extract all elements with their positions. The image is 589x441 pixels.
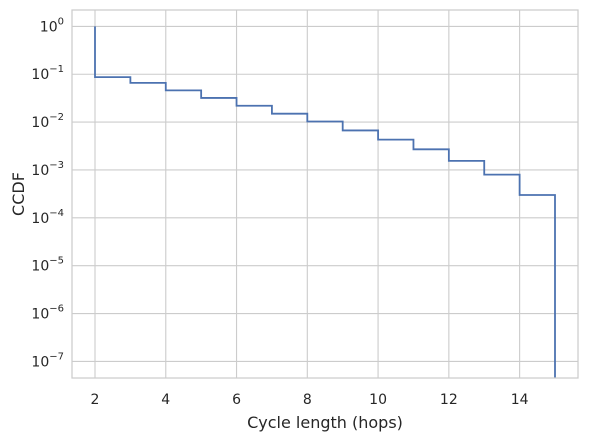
plot-area: [72, 10, 578, 378]
y-tick-labels: 100 10−1 10−2 10−3 10−4 10−5 10−6 10−7: [31, 16, 64, 370]
y-tick-label: 10−5: [31, 256, 64, 275]
y-axis-label: CCDF: [9, 172, 28, 216]
x-tick-label: 14: [511, 392, 529, 408]
grid-lines: [72, 10, 578, 378]
y-tick-label: 100: [40, 16, 64, 35]
y-tick-label: 10−1: [31, 64, 64, 83]
series-layer: [94, 26, 556, 378]
x-tick-label: 10: [369, 392, 387, 408]
x-tick-label: 6: [232, 392, 241, 408]
x-tick-label: 8: [303, 392, 312, 408]
plot-frame: [71, 9, 579, 379]
x-axis-label: Cycle length (hops): [247, 413, 403, 432]
y-tick-label: 10−4: [31, 208, 64, 227]
x-tick-label: 2: [91, 392, 100, 408]
x-tick-labels: 2 4 6 8 10 12 14: [91, 392, 529, 408]
y-tick-label: 10−3: [31, 160, 64, 179]
y-tick-label: 10−6: [31, 304, 64, 323]
x-tick-label: 12: [440, 392, 458, 408]
y-tick-label: 10−2: [31, 112, 64, 131]
x-tick-label: 4: [161, 392, 170, 408]
y-tick-label: 10−7: [31, 351, 64, 370]
series-line-0: [94, 26, 556, 378]
